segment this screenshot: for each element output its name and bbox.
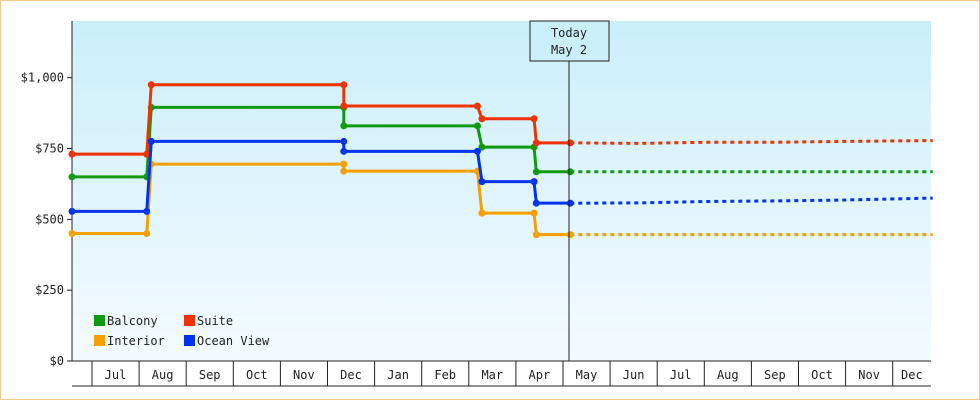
data-point xyxy=(68,207,76,215)
legend-swatch xyxy=(184,315,195,326)
legend-label: Suite xyxy=(197,314,233,328)
data-point xyxy=(566,139,574,147)
data-point xyxy=(530,115,538,123)
x-tick-label: Sep xyxy=(199,368,221,382)
x-tick-label: Sep xyxy=(764,368,786,382)
legend-entry: Ocean View xyxy=(184,334,270,348)
today-marker: Today May 2 xyxy=(529,20,610,361)
legend: Balcony Suite Interior Ocean View xyxy=(94,314,270,348)
y-tick-label: $1,000 xyxy=(21,71,64,85)
y-tick-label: $250 xyxy=(35,283,64,297)
series-projection xyxy=(570,139,933,145)
x-tick-label: Jul xyxy=(670,368,692,382)
axes: $0 $250 $500 $750 $1,000 Jul Aug Sep Oct Nov Dec Ja… xyxy=(21,21,931,387)
series-line xyxy=(72,83,571,156)
data-point xyxy=(340,167,348,175)
y-tick-label: $0 xyxy=(50,354,64,368)
data-point xyxy=(530,178,538,186)
series-ocean-view xyxy=(68,137,933,215)
x-tick-label: Jun xyxy=(623,368,645,382)
data-point xyxy=(340,160,348,168)
data-point xyxy=(68,150,76,158)
data-point xyxy=(532,199,540,207)
legend-label: Ocean View xyxy=(197,334,270,348)
x-tick-label: Oct xyxy=(811,368,833,382)
data-point xyxy=(68,173,76,181)
data-point xyxy=(340,137,348,145)
data-point xyxy=(340,122,348,130)
legend-label: Interior xyxy=(107,334,165,348)
data-point xyxy=(478,178,486,186)
data-point xyxy=(532,168,540,176)
series-lines xyxy=(68,81,933,239)
data-point xyxy=(340,147,348,155)
data-point xyxy=(143,230,151,237)
data-point xyxy=(473,122,481,130)
x-tick-label: Dec xyxy=(340,368,362,382)
legend-entry: Balcony xyxy=(94,314,158,328)
data-point xyxy=(143,150,151,158)
legend-swatch xyxy=(94,335,105,346)
data-point xyxy=(473,147,481,155)
data-point xyxy=(340,81,348,89)
data-point xyxy=(566,199,574,207)
data-point xyxy=(478,209,486,217)
plot-background xyxy=(72,21,931,361)
x-tick-label: Jan xyxy=(387,368,409,382)
legend-swatch xyxy=(184,335,195,346)
data-point xyxy=(478,115,486,123)
series-suite xyxy=(68,81,933,158)
data-point xyxy=(68,230,76,237)
data-point xyxy=(473,102,481,110)
x-tick-label: Nov xyxy=(858,368,880,382)
data-point xyxy=(478,143,486,151)
legend-swatch xyxy=(94,315,105,326)
today-label: Today xyxy=(551,26,587,40)
x-tick-label: Feb xyxy=(434,368,456,382)
series-projection xyxy=(570,196,933,205)
x-tick-label: Apr xyxy=(529,368,551,382)
data-point xyxy=(530,209,538,217)
x-tick-label: Nov xyxy=(293,368,315,382)
series-line xyxy=(72,139,571,213)
x-tick-label: Jul xyxy=(105,368,127,382)
x-tick-label: Aug xyxy=(717,368,739,382)
x-tick-label: Aug xyxy=(152,368,174,382)
data-point xyxy=(566,168,574,176)
data-point xyxy=(147,137,155,145)
data-point xyxy=(566,231,574,239)
today-date: May 2 xyxy=(551,43,587,57)
y-tick-label: $750 xyxy=(35,142,64,156)
x-tick-label: May xyxy=(576,368,598,382)
data-point xyxy=(340,102,348,110)
data-point xyxy=(532,231,540,239)
x-tick-label: Mar xyxy=(481,368,503,382)
data-point xyxy=(143,207,151,215)
data-point xyxy=(532,139,540,147)
x-tick-label: Oct xyxy=(246,368,268,382)
today-box xyxy=(529,20,610,62)
data-point xyxy=(147,81,155,89)
legend-label: Balcony xyxy=(107,314,158,328)
legend-entry: Interior xyxy=(94,334,165,348)
y-tick-label: $500 xyxy=(35,212,64,226)
x-tick-label: Dec xyxy=(901,368,923,382)
legend-entry: Suite xyxy=(184,314,233,328)
